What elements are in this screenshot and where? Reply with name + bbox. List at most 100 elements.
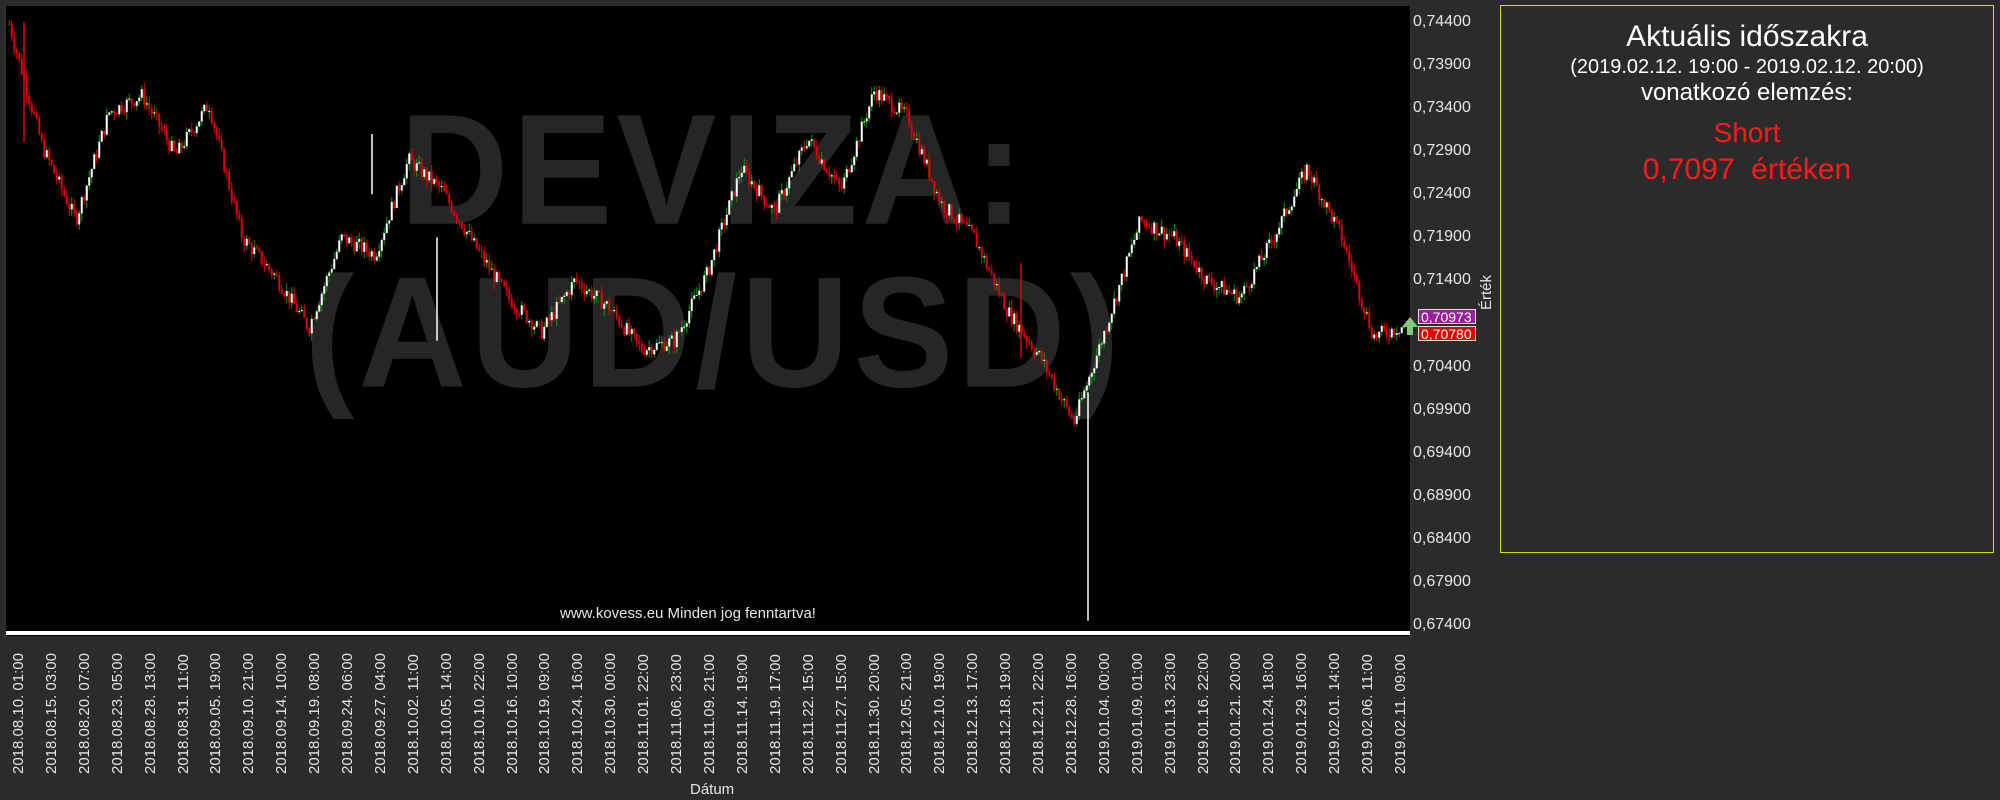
candle-body: [520, 305, 523, 315]
x-tick-label: 2018.11.01. 22:00: [635, 654, 653, 774]
candle-body: [83, 197, 86, 201]
candle-body: [1183, 241, 1186, 257]
candle-body: [110, 111, 113, 113]
candle-body: [1230, 291, 1233, 294]
candle-body: [68, 204, 71, 210]
candle-body: [438, 182, 441, 187]
candle-body: [1233, 289, 1236, 294]
candle-body: [988, 267, 991, 271]
candle-body: [325, 276, 328, 287]
candle-body: [930, 178, 933, 181]
candle-body: [495, 272, 498, 283]
candle-body: [695, 294, 698, 296]
candle-body: [1108, 322, 1111, 332]
candle-body: [395, 185, 398, 208]
x-tick-label: 2018.10.10. 22:00: [470, 653, 488, 774]
candle-body: [108, 112, 111, 115]
candle-body: [258, 248, 261, 252]
candle-body: [205, 104, 208, 112]
candle-body: [785, 188, 788, 196]
candle-body: [200, 111, 203, 122]
candle-body: [1008, 307, 1011, 317]
candle-body: [1398, 332, 1401, 334]
candle-body: [185, 131, 188, 147]
candle-body: [503, 280, 506, 287]
candle-body: [1003, 294, 1006, 310]
candle-body: [1378, 331, 1381, 338]
candle-body: [1033, 349, 1036, 355]
candle-body: [1348, 251, 1351, 262]
candle-body: [1083, 390, 1086, 399]
candle-body: [43, 139, 46, 158]
candle-body: [483, 251, 486, 263]
candle-body: [405, 163, 408, 179]
candle-body: [180, 142, 183, 148]
candle-body: [743, 165, 746, 173]
candle-body: [835, 177, 838, 179]
candle-body: [160, 126, 163, 130]
candle-body: [1385, 329, 1388, 336]
y-tick-label: 0,74400: [1413, 13, 1471, 30]
candle-body: [233, 200, 236, 202]
candle-body: [875, 91, 878, 101]
candle-body: [545, 317, 548, 327]
candle-body: [1120, 273, 1123, 285]
candle-body: [1153, 222, 1156, 234]
candle-body: [670, 335, 673, 339]
candle-body: [413, 160, 416, 171]
x-tick-label: 2018.11.30. 20:00: [865, 654, 883, 774]
candle-body: [125, 99, 128, 113]
y-tick-label: 0,70400: [1413, 357, 1471, 375]
candle-body: [568, 292, 571, 295]
candle-body: [968, 224, 971, 226]
candle-body: [25, 78, 28, 96]
candle-body: [1370, 327, 1373, 339]
candle-body: [155, 112, 158, 114]
candle-body: [913, 133, 916, 140]
candle-body: [940, 201, 943, 203]
candle-body: [720, 222, 723, 230]
candle-body: [350, 237, 353, 243]
candle-body: [538, 321, 541, 323]
candle-body: [1345, 247, 1348, 252]
candle-body: [375, 256, 378, 261]
x-tick-label: 2018.09.05. 19:00: [207, 653, 225, 774]
candle-body: [705, 267, 708, 276]
candle-body: [53, 164, 56, 174]
candle-body: [1363, 307, 1366, 314]
y-tick-label: 0,73900: [1413, 56, 1471, 74]
candle-body: [633, 329, 636, 334]
candle-body: [1395, 333, 1398, 335]
candle-body: [1225, 290, 1228, 295]
candle-body: [360, 239, 363, 252]
candle-body: [1155, 222, 1158, 236]
candle-body: [1040, 351, 1043, 361]
candle-body: [93, 154, 96, 169]
candle-body: [750, 181, 753, 185]
candle-body: [1368, 312, 1371, 328]
candle-body: [623, 327, 626, 335]
candle-body: [700, 290, 703, 292]
candle-body: [1333, 216, 1336, 222]
candle-body: [575, 278, 578, 282]
candle-body: [1343, 241, 1346, 248]
candle-body: [685, 323, 688, 327]
x-tick-label: 2018.08.20. 07:00: [75, 653, 93, 774]
candle-body: [378, 250, 381, 257]
candle-body: [723, 222, 726, 226]
candle-body: [663, 342, 666, 351]
candle-body: [1133, 239, 1136, 245]
candle-body: [565, 292, 568, 296]
candle-body: [810, 139, 813, 141]
price-chart-area[interactable]: DEVIZA: (AUD/USD): [6, 6, 1410, 636]
candle-body: [368, 251, 371, 257]
candle-body: [290, 293, 293, 303]
candle-body: [10, 24, 13, 38]
candle-body: [298, 311, 301, 313]
candle-body: [998, 284, 1001, 295]
candle-body: [630, 329, 633, 334]
candle-body: [1238, 297, 1241, 304]
candle-body: [1268, 239, 1271, 243]
candle-body: [1023, 333, 1026, 337]
candle-body: [508, 289, 511, 300]
